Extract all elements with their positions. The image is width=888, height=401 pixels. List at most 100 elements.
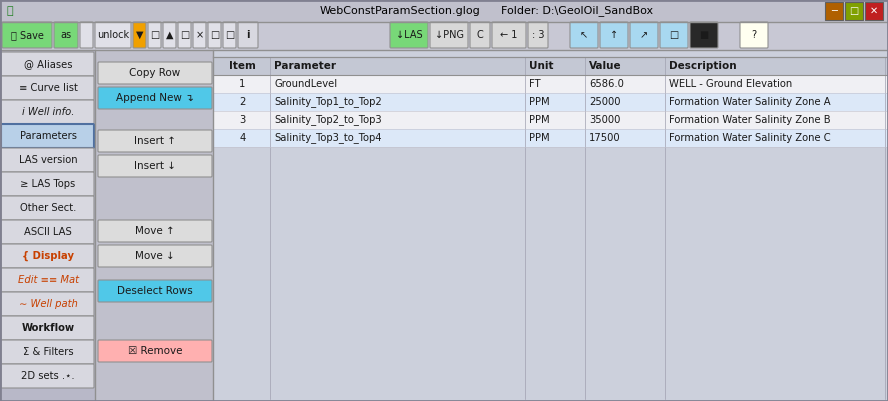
Text: unlock: unlock [97, 30, 129, 40]
Text: ✕: ✕ [870, 6, 878, 16]
Text: FT: FT [529, 79, 541, 89]
FancyBboxPatch shape [98, 280, 212, 302]
Text: Move ↑: Move ↑ [135, 226, 175, 236]
Text: Insert ↑: Insert ↑ [134, 136, 176, 146]
FancyBboxPatch shape [1, 148, 94, 172]
Text: 2D sets .⋆.: 2D sets .⋆. [21, 371, 75, 381]
Text: Move ↓: Move ↓ [135, 251, 175, 261]
Text: ↖: ↖ [580, 30, 588, 40]
Bar [865, 2, 883, 20]
FancyBboxPatch shape [570, 22, 598, 48]
Text: Parameter: Parameter [274, 61, 336, 71]
Text: ■: ■ [700, 30, 709, 40]
Text: : 3: : 3 [532, 30, 544, 40]
Text: Insert ↓: Insert ↓ [134, 161, 176, 171]
FancyBboxPatch shape [2, 22, 52, 48]
Text: PPM: PPM [529, 97, 550, 107]
Bar [213, 50, 888, 401]
FancyBboxPatch shape [470, 22, 490, 48]
Text: 3: 3 [240, 115, 246, 125]
Text: Salinity_Top2_to_Top3: Salinity_Top2_to_Top3 [274, 115, 382, 126]
FancyBboxPatch shape [430, 22, 468, 48]
Text: Folder: D:\GeolOil_SandBox: Folder: D:\GeolOil_SandBox [501, 6, 654, 16]
FancyBboxPatch shape [1, 76, 94, 100]
Text: ↓LAS: ↓LAS [396, 30, 423, 40]
Bar [213, 75, 888, 93]
Text: ▲: ▲ [166, 30, 173, 40]
Text: 6586.0: 6586.0 [589, 79, 624, 89]
Text: ≡ Curve list: ≡ Curve list [19, 83, 77, 93]
Text: C: C [477, 30, 483, 40]
FancyBboxPatch shape [630, 22, 658, 48]
Text: Salinity_Top1_to_Top2: Salinity_Top1_to_Top2 [274, 97, 382, 107]
FancyBboxPatch shape [208, 22, 221, 48]
Text: ≥ LAS Tops: ≥ LAS Tops [20, 179, 75, 189]
Text: { Display: { Display [22, 251, 74, 261]
FancyBboxPatch shape [54, 22, 78, 48]
Text: Formation Water Salinity Zone B: Formation Water Salinity Zone B [669, 115, 830, 125]
FancyBboxPatch shape [390, 22, 428, 48]
Bar [845, 2, 863, 20]
Text: □: □ [210, 30, 219, 40]
Text: 17500: 17500 [589, 133, 621, 143]
FancyBboxPatch shape [1, 364, 94, 388]
Text: Other Sect.: Other Sect. [20, 203, 76, 213]
FancyBboxPatch shape [98, 62, 212, 84]
Bar [0, 50, 95, 401]
Text: Copy Row: Copy Row [130, 68, 180, 78]
Text: Workflow: Workflow [21, 323, 75, 333]
FancyBboxPatch shape [98, 220, 212, 242]
FancyBboxPatch shape [690, 22, 718, 48]
Text: Value: Value [589, 61, 622, 71]
Text: Salinity_Top3_to_Top4: Salinity_Top3_to_Top4 [274, 133, 382, 144]
Text: 2: 2 [239, 97, 246, 107]
FancyBboxPatch shape [163, 22, 176, 48]
FancyBboxPatch shape [223, 22, 236, 48]
Text: Σ & Filters: Σ & Filters [23, 347, 74, 357]
Bar [213, 129, 888, 147]
Text: WebConstParamSection.glog: WebConstParamSection.glog [319, 6, 480, 16]
Bar [213, 57, 888, 75]
FancyBboxPatch shape [1, 196, 94, 220]
Text: i: i [246, 30, 250, 40]
FancyBboxPatch shape [1, 268, 94, 292]
Text: PPM: PPM [529, 133, 550, 143]
FancyBboxPatch shape [98, 340, 212, 362]
FancyBboxPatch shape [1, 220, 94, 244]
Text: □: □ [225, 30, 234, 40]
FancyBboxPatch shape [660, 22, 688, 48]
Text: ↓PNG: ↓PNG [434, 30, 464, 40]
FancyBboxPatch shape [1, 340, 94, 364]
Text: i Well info.: i Well info. [22, 107, 75, 117]
FancyBboxPatch shape [1, 244, 94, 268]
Bar [213, 93, 888, 111]
Text: Item: Item [229, 61, 256, 71]
Text: Append New ↴: Append New ↴ [116, 93, 194, 103]
FancyBboxPatch shape [1, 172, 94, 196]
Text: □: □ [850, 6, 859, 16]
Text: ∼ Well path: ∼ Well path [19, 299, 77, 309]
FancyBboxPatch shape [1, 316, 94, 340]
Text: ↑: ↑ [610, 30, 618, 40]
Bar [95, 50, 215, 401]
Text: ?: ? [751, 30, 757, 40]
FancyBboxPatch shape [528, 22, 548, 48]
Text: Edit ≡≡ Mat: Edit ≡≡ Mat [18, 275, 78, 285]
Text: ▼: ▼ [136, 30, 143, 40]
Text: LAS version: LAS version [19, 155, 77, 165]
Text: 1: 1 [239, 79, 246, 89]
FancyBboxPatch shape [80, 22, 93, 48]
Bar [0, 22, 888, 50]
FancyBboxPatch shape [193, 22, 206, 48]
FancyBboxPatch shape [492, 22, 526, 48]
FancyBboxPatch shape [1, 52, 94, 76]
Text: ← 1: ← 1 [500, 30, 518, 40]
FancyBboxPatch shape [600, 22, 628, 48]
FancyBboxPatch shape [98, 155, 212, 177]
Text: WELL - Ground Elevation: WELL - Ground Elevation [669, 79, 792, 89]
Text: 25000: 25000 [589, 97, 621, 107]
Text: Formation Water Salinity Zone C: Formation Water Salinity Zone C [669, 133, 830, 143]
FancyBboxPatch shape [98, 245, 212, 267]
Text: ↗: ↗ [640, 30, 648, 40]
FancyBboxPatch shape [148, 22, 161, 48]
